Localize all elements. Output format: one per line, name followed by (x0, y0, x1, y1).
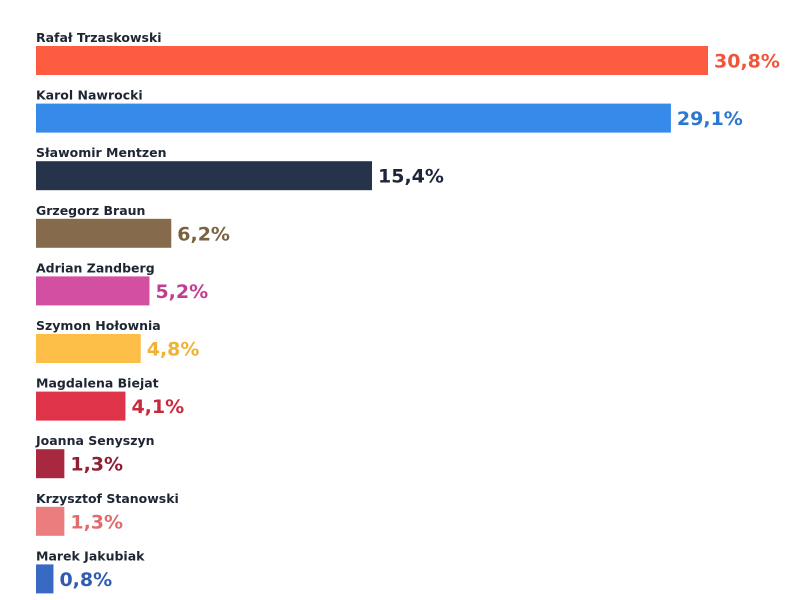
bar-szymon-holownia (36, 334, 141, 363)
bar-row-slawomir-mentzen: Sławomir Mentzen 15,4% (36, 145, 444, 191)
bar-row-rafal-trzaskowski: Rafał Trzaskowski 30,8% (36, 30, 780, 75)
value-label-adrian-zandberg: 5,2% (155, 281, 208, 303)
value-label-krzysztof-stanowski: 1,3% (70, 511, 123, 533)
bar-row-szymon-holownia: Szymon Hołownia 4,8% (36, 318, 199, 363)
category-label-joanna-senyszyn: Joanna Senyszyn (35, 433, 155, 448)
value-label-marek-jakubiak: 0,8% (59, 569, 112, 591)
category-label-rafal-trzaskowski: Rafał Trzaskowski (36, 30, 162, 45)
bar-rafal-trzaskowski (36, 46, 708, 75)
bar-grzegorz-braun (36, 218, 172, 248)
category-label-slawomir-mentzen: Sławomir Mentzen (36, 145, 166, 160)
bar-magdalena-biejat (36, 391, 126, 421)
category-label-marek-jakubiak: Marek Jakubiak (36, 548, 145, 563)
value-label-grzegorz-braun: 6,2% (177, 223, 230, 245)
bar-marek-jakubiak (36, 564, 54, 594)
bar-karol-nawrocki (36, 103, 671, 133)
value-label-rafal-trzaskowski: 30,8% (714, 51, 780, 73)
category-label-krzysztof-stanowski: Krzysztof Stanowski (36, 491, 179, 506)
value-label-slawomir-mentzen: 15,4% (378, 166, 444, 188)
value-label-szymon-holownia: 4,8% (147, 339, 200, 361)
bar-krzysztof-stanowski (36, 506, 65, 536)
value-label-joanna-senyszyn: 1,3% (70, 454, 123, 476)
category-label-adrian-zandberg: Adrian Zandberg (36, 260, 155, 275)
bar-row-grzegorz-braun: Grzegorz Braun 6,2% (36, 203, 230, 248)
value-label-magdalena-biejat: 4,1% (131, 396, 184, 418)
bar-slawomir-mentzen (36, 161, 372, 191)
bar-joanna-senyszyn (36, 449, 65, 479)
bar-adrian-zandberg (36, 276, 150, 306)
bar-row-marek-jakubiak: Marek Jakubiak 0,8% (36, 548, 145, 594)
bar-row-joanna-senyszyn: Joanna Senyszyn 1,3% (35, 433, 155, 479)
category-label-szymon-holownia: Szymon Hołownia (36, 318, 161, 333)
bar-row-magdalena-biejat: Magdalena Biejat 4,1% (36, 376, 184, 421)
category-label-karol-nawrocki: Karol Nawrocki (36, 88, 143, 103)
category-label-magdalena-biejat: Magdalena Biejat (36, 376, 159, 391)
category-label-grzegorz-braun: Grzegorz Braun (36, 203, 145, 218)
value-label-karol-nawrocki: 29,1% (677, 108, 743, 130)
bar-row-karol-nawrocki: Karol Nawrocki 29,1% (36, 88, 743, 133)
bar-row-krzysztof-stanowski: Krzysztof Stanowski 1,3% (36, 491, 179, 536)
